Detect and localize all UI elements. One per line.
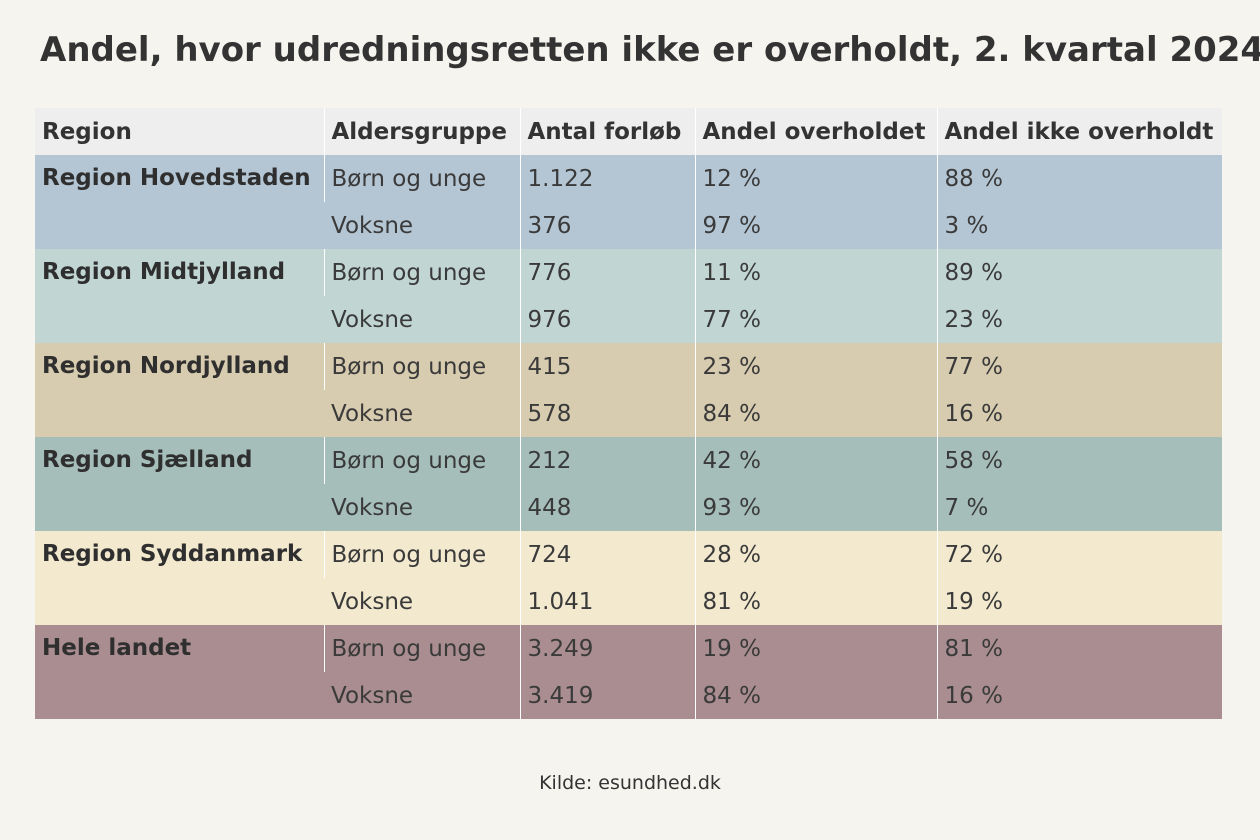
- region-cell: Hele landet: [42, 635, 192, 661]
- table-row: Region Midtjylland Børn og unge 776 11 % 89 …: [35, 249, 1222, 296]
- share-met-cell: 12 %: [694, 155, 937, 202]
- header-age-group: Aldersgruppe: [323, 108, 520, 155]
- share-not-met-cell: 16 %: [936, 672, 1222, 719]
- count-cell: 212: [519, 437, 695, 484]
- share-met-cell: 11 %: [694, 249, 937, 296]
- share-met-cell: 23 %: [694, 343, 937, 390]
- header-region: Region: [35, 108, 324, 155]
- age-group-cell: Børn og unge: [323, 343, 520, 390]
- age-group-cell: Børn og unge: [323, 531, 520, 578]
- share-met-cell: 42 %: [694, 437, 937, 484]
- table-row: Region Sjælland Børn og unge 212 42 % 58 %: [35, 437, 1222, 484]
- share-not-met-cell: 58 %: [936, 437, 1222, 484]
- region-cell: Region Nordjylland: [42, 353, 290, 379]
- count-cell: 415: [519, 343, 695, 390]
- table-row: Hele landet Børn og unge 3.249 19 % 81 %: [35, 625, 1222, 672]
- count-cell: 376: [519, 202, 695, 249]
- table-body: Region Hovedstaden Børn og unge 1.122 12 % 8…: [35, 155, 1222, 719]
- age-group-cell: Voksne: [331, 682, 414, 709]
- age-group-cell: Voksne: [331, 588, 414, 615]
- age-group-cell: Voksne: [331, 212, 414, 239]
- count-cell: 1.041: [519, 578, 695, 625]
- header-row: Region Aldersgruppe Antal forløb Andel o…: [35, 108, 1222, 155]
- age-group-cell: Voksne: [331, 306, 414, 333]
- count-cell: 578: [519, 390, 695, 437]
- share-met-cell: 93 %: [694, 484, 937, 531]
- share-not-met-cell: 88 %: [936, 155, 1222, 202]
- share-met-cell: 97 %: [694, 202, 937, 249]
- share-not-met-cell: 23 %: [936, 296, 1222, 343]
- header-share-met: Andel overholdet: [694, 108, 937, 155]
- share-not-met-cell: 89 %: [936, 249, 1222, 296]
- count-cell: 448: [519, 484, 695, 531]
- table-row: Region Nordjylland Børn og unge 415 23 % 77 …: [35, 343, 1222, 390]
- count-cell: 724: [519, 531, 695, 578]
- age-group-cell: Børn og unge: [323, 155, 520, 202]
- region-cell: Region Midtjylland: [42, 259, 286, 285]
- age-group-cell: Børn og unge: [323, 249, 520, 296]
- share-met-cell: 81 %: [694, 578, 937, 625]
- age-group-cell: Børn og unge: [323, 437, 520, 484]
- data-table: Region Aldersgruppe Antal forløb Andel o…: [35, 108, 1222, 719]
- chart-title: Andel, hvor udredningsretten ikke er ove…: [40, 30, 1260, 70]
- share-met-cell: 28 %: [694, 531, 937, 578]
- share-met-cell: 84 %: [694, 672, 937, 719]
- age-group-cell: Voksne: [331, 494, 414, 521]
- share-not-met-cell: 81 %: [936, 625, 1222, 672]
- table-row: Voksne 448 93 % 7 %: [35, 484, 1222, 531]
- count-cell: 976: [519, 296, 695, 343]
- share-not-met-cell: 77 %: [936, 343, 1222, 390]
- share-not-met-cell: 16 %: [936, 390, 1222, 437]
- header-share-not-met: Andel ikke overholdt: [936, 108, 1222, 155]
- share-not-met-cell: 72 %: [936, 531, 1222, 578]
- age-group-cell: Børn og unge: [323, 625, 520, 672]
- table-row: Voksne 976 77 % 23 %: [35, 296, 1222, 343]
- table-row: Region Syddanmark Børn og unge 724 28 % 72 %: [35, 531, 1222, 578]
- count-cell: 3.419: [519, 672, 695, 719]
- count-cell: 3.249: [519, 625, 695, 672]
- share-not-met-cell: 7 %: [936, 484, 1222, 531]
- region-cell: Region Hovedstaden: [42, 165, 311, 191]
- source-note: Kilde: esundhed.dk: [539, 772, 721, 794]
- share-met-cell: 84 %: [694, 390, 937, 437]
- region-cell: Region Sjælland: [42, 447, 253, 473]
- count-cell: 1.122: [519, 155, 695, 202]
- share-not-met-cell: 3 %: [936, 202, 1222, 249]
- table-row: Region Hovedstaden Børn og unge 1.122 12 % 8…: [35, 155, 1222, 202]
- table-row: Voksne 376 97 % 3 %: [35, 202, 1222, 249]
- share-met-cell: 19 %: [694, 625, 937, 672]
- share-not-met-cell: 19 %: [936, 578, 1222, 625]
- region-cell: Region Syddanmark: [42, 541, 303, 567]
- count-cell: 776: [519, 249, 695, 296]
- header-count: Antal forløb: [519, 108, 695, 155]
- age-group-cell: Voksne: [331, 400, 414, 427]
- share-met-cell: 77 %: [694, 296, 937, 343]
